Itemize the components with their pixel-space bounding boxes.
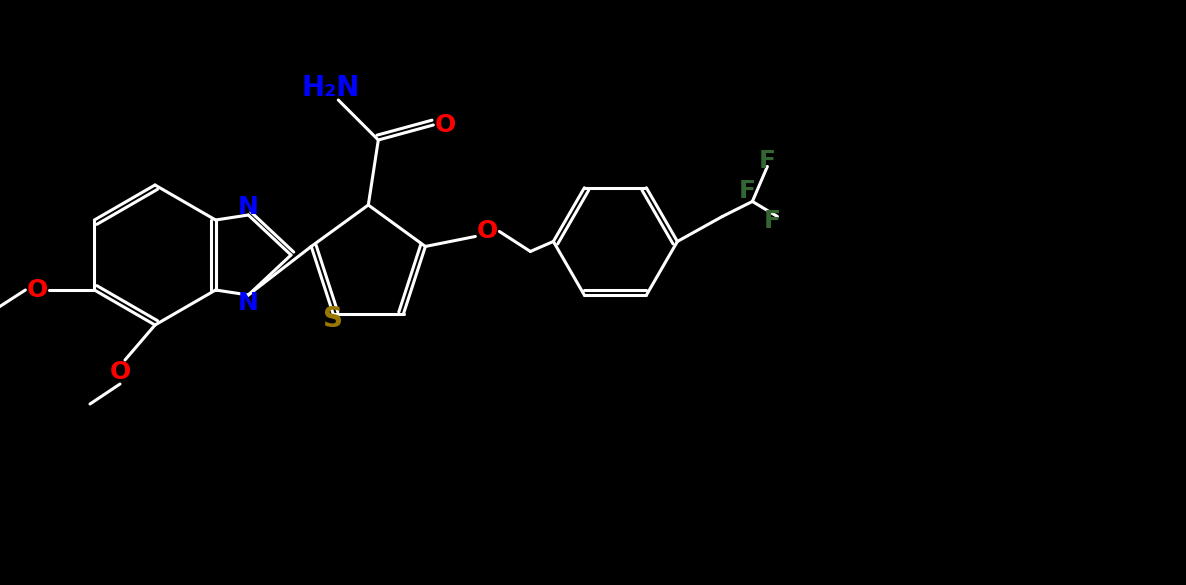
Text: F: F <box>759 149 776 174</box>
Text: F: F <box>764 209 780 233</box>
Text: O: O <box>435 113 455 137</box>
Text: O: O <box>27 278 47 302</box>
Text: N: N <box>238 195 259 219</box>
Text: O: O <box>109 360 130 384</box>
Text: O: O <box>477 219 498 243</box>
Text: N: N <box>238 291 259 315</box>
Text: H₂N: H₂N <box>301 74 359 102</box>
Text: S: S <box>323 305 343 332</box>
Text: F: F <box>739 180 755 204</box>
